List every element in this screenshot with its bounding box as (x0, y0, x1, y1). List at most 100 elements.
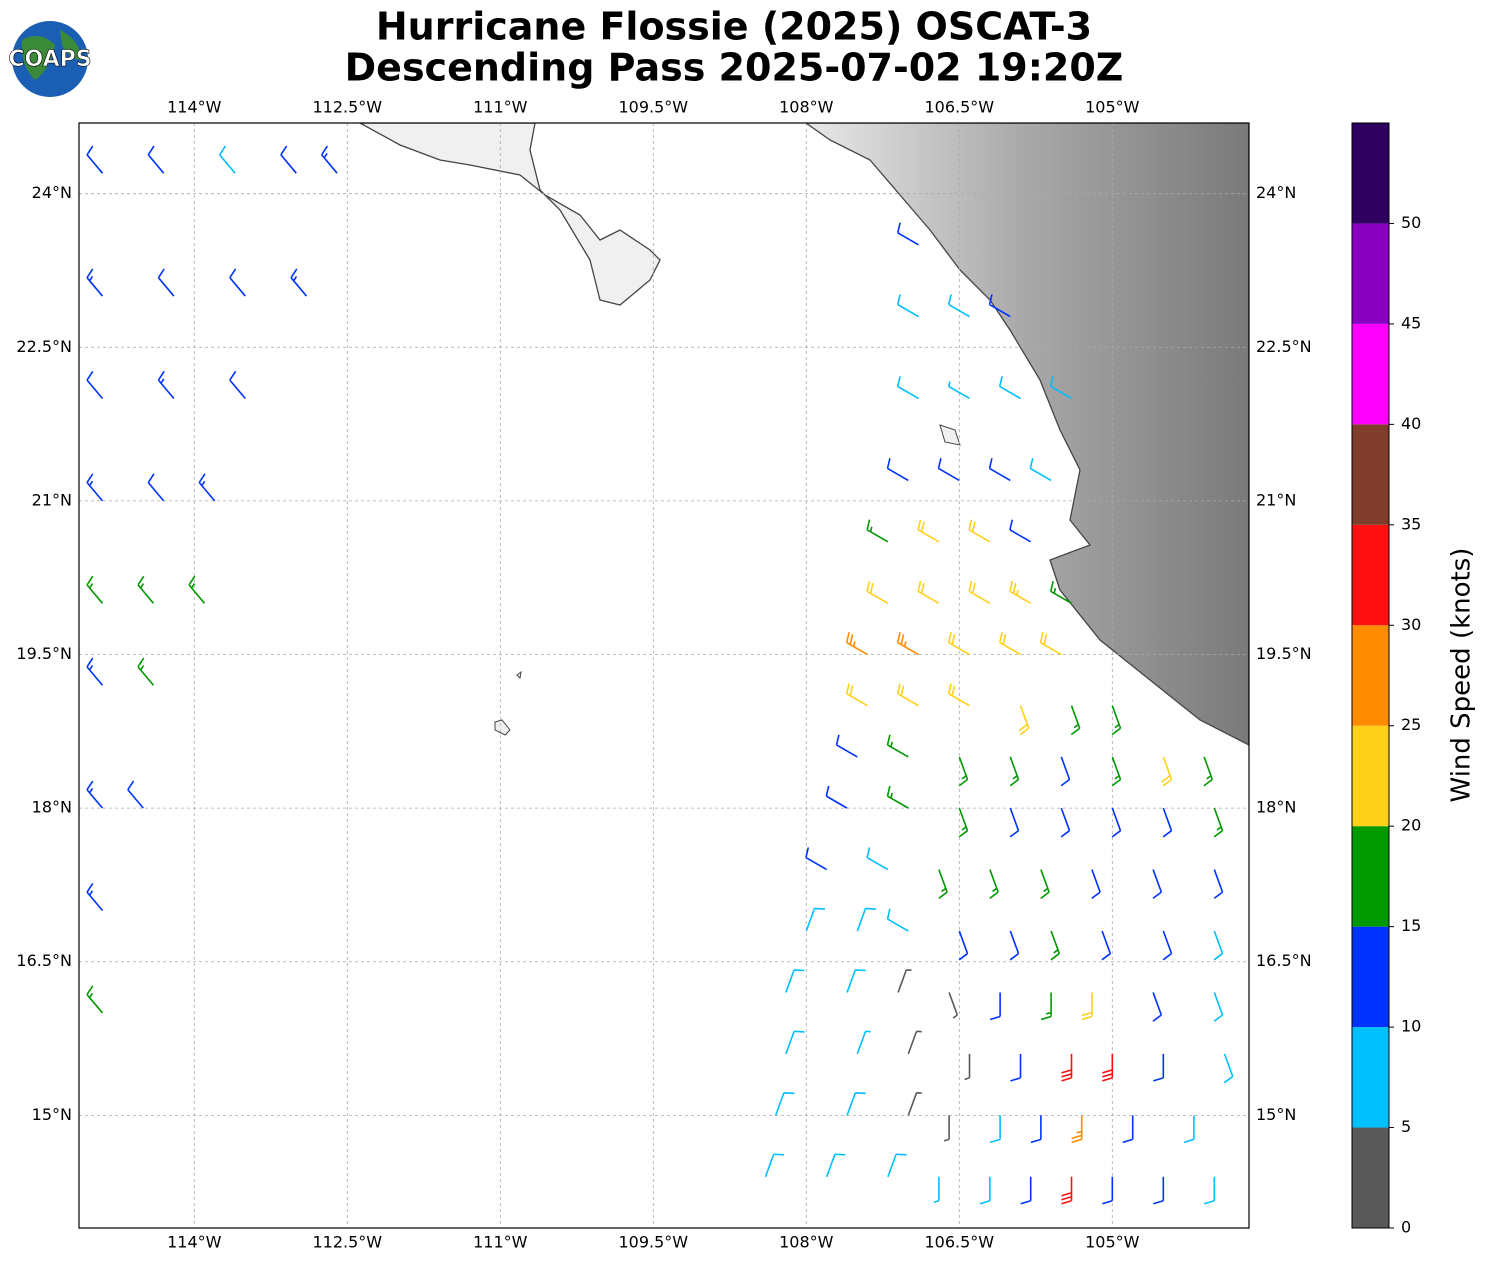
x-tick-label: 108°W (779, 98, 834, 117)
wind-barb (947, 294, 970, 318)
y-tick-label: 15°N (32, 1105, 72, 1124)
wind-barb (1102, 1176, 1114, 1205)
wind-barb (1030, 1115, 1042, 1144)
x-tick-label: 106.5°W (924, 98, 994, 117)
colorbar-bin (1352, 223, 1389, 324)
wind-barb (958, 756, 969, 787)
colorbar-tick-label: 15 (1401, 916, 1421, 935)
wind-barb (866, 519, 889, 543)
wind-barb (1061, 1053, 1073, 1082)
colorbar-bin (1352, 826, 1389, 927)
x-tick-label: 109.5°W (618, 1233, 688, 1252)
wind-barb (958, 930, 969, 961)
wind-barb (320, 145, 338, 174)
land (804, 123, 1249, 746)
wind-barb (1049, 376, 1072, 400)
wind-barb (86, 985, 104, 1014)
wind-barb (1162, 807, 1173, 838)
island (939, 424, 961, 446)
wind-barb (1060, 756, 1071, 787)
y-tick-label: 22.5°N (16, 337, 72, 356)
wind-barb (1152, 869, 1163, 899)
wind-barb (886, 458, 909, 482)
y-tick-label: 22.5°N (1256, 337, 1312, 356)
y-tick-label: 19.5°N (1256, 644, 1312, 663)
wind-barb (1204, 1176, 1216, 1205)
wind-barb (896, 222, 919, 246)
wind-barb (147, 473, 165, 502)
island (516, 670, 522, 680)
colorbar-bin (1352, 424, 1389, 525)
wind-barb (856, 1030, 871, 1055)
wind-barb (896, 376, 919, 400)
y-tick-label: 16.5°N (16, 951, 72, 970)
subtitle: Descending Pass 2025-07-02 19:20Z (345, 46, 1124, 90)
y-tick-label: 24°N (32, 183, 72, 202)
colorbar-bin (1352, 323, 1389, 425)
y-tick-label: 16.5°N (1256, 951, 1312, 970)
wind-barb (1050, 930, 1061, 961)
wind-barb (1203, 756, 1214, 787)
wind-barb (998, 376, 1021, 400)
wind-barb (1029, 458, 1052, 482)
wind-barb (896, 294, 919, 318)
x-tick-label: 105°W (1085, 1233, 1140, 1252)
wind-barb (968, 580, 991, 604)
x-tick-label: 112.5°W (312, 1233, 382, 1252)
wind-barb (86, 473, 104, 502)
wind-barb (866, 580, 889, 604)
wind-barb (856, 907, 876, 932)
wind-barb (1161, 756, 1173, 787)
wind-barb (137, 657, 155, 686)
wind-barb (86, 575, 104, 604)
wind-barb (988, 294, 1011, 318)
wind-barb (198, 473, 216, 502)
wind-barb (947, 632, 970, 656)
wind-barb (1020, 1176, 1032, 1205)
logo: COAPS (8, 21, 92, 97)
wind-barb (933, 1176, 940, 1204)
wind-barb (147, 145, 165, 174)
wind-barb (989, 992, 1001, 1021)
wind-barb (1213, 807, 1224, 838)
y-tick-label: 24°N (1256, 183, 1296, 202)
wind-barb (764, 1153, 785, 1178)
wind-barb (989, 869, 999, 899)
wind-barb (846, 969, 866, 993)
wind-barb (1111, 807, 1122, 838)
island (494, 719, 511, 736)
colorbar-frame (1351, 122, 1390, 1229)
x-tick-label: 114°W (167, 98, 222, 117)
wind-barb (907, 1092, 922, 1116)
wind-barb (1162, 930, 1173, 961)
colorbar-tick-label: 25 (1401, 715, 1421, 734)
wind-barb (1213, 869, 1224, 899)
wind-barb (1153, 1053, 1165, 1082)
wind-barb (1091, 869, 1101, 899)
wind-barb (157, 370, 175, 399)
wind-barb (805, 847, 828, 871)
wind-barb (948, 992, 959, 1019)
colorbar-tick-label: 45 (1401, 313, 1421, 332)
wind-barb (958, 807, 969, 838)
x-tick-label: 114°W (167, 1233, 222, 1252)
wind-barb (845, 632, 868, 656)
y-tick-label: 18°N (1256, 798, 1296, 817)
wind-barb (218, 145, 236, 174)
wind-barb (785, 1030, 805, 1055)
wind-barb (917, 519, 940, 543)
wind-barb (1213, 930, 1224, 961)
wind-barb (917, 580, 940, 604)
wind-barb (947, 381, 970, 400)
y-tick-label: 19.5°N (16, 644, 72, 663)
wind-barb (937, 458, 960, 482)
colorbar-tick-label: 20 (1401, 816, 1421, 835)
wind-barb (127, 780, 144, 809)
wind-barb (1070, 705, 1081, 736)
wind-barb (1009, 580, 1032, 604)
wind-barb (86, 370, 104, 399)
baja-tip (359, 123, 661, 306)
colorbar-bin (1352, 725, 1389, 827)
wind-barb (896, 683, 919, 707)
wind-barb (968, 519, 991, 543)
